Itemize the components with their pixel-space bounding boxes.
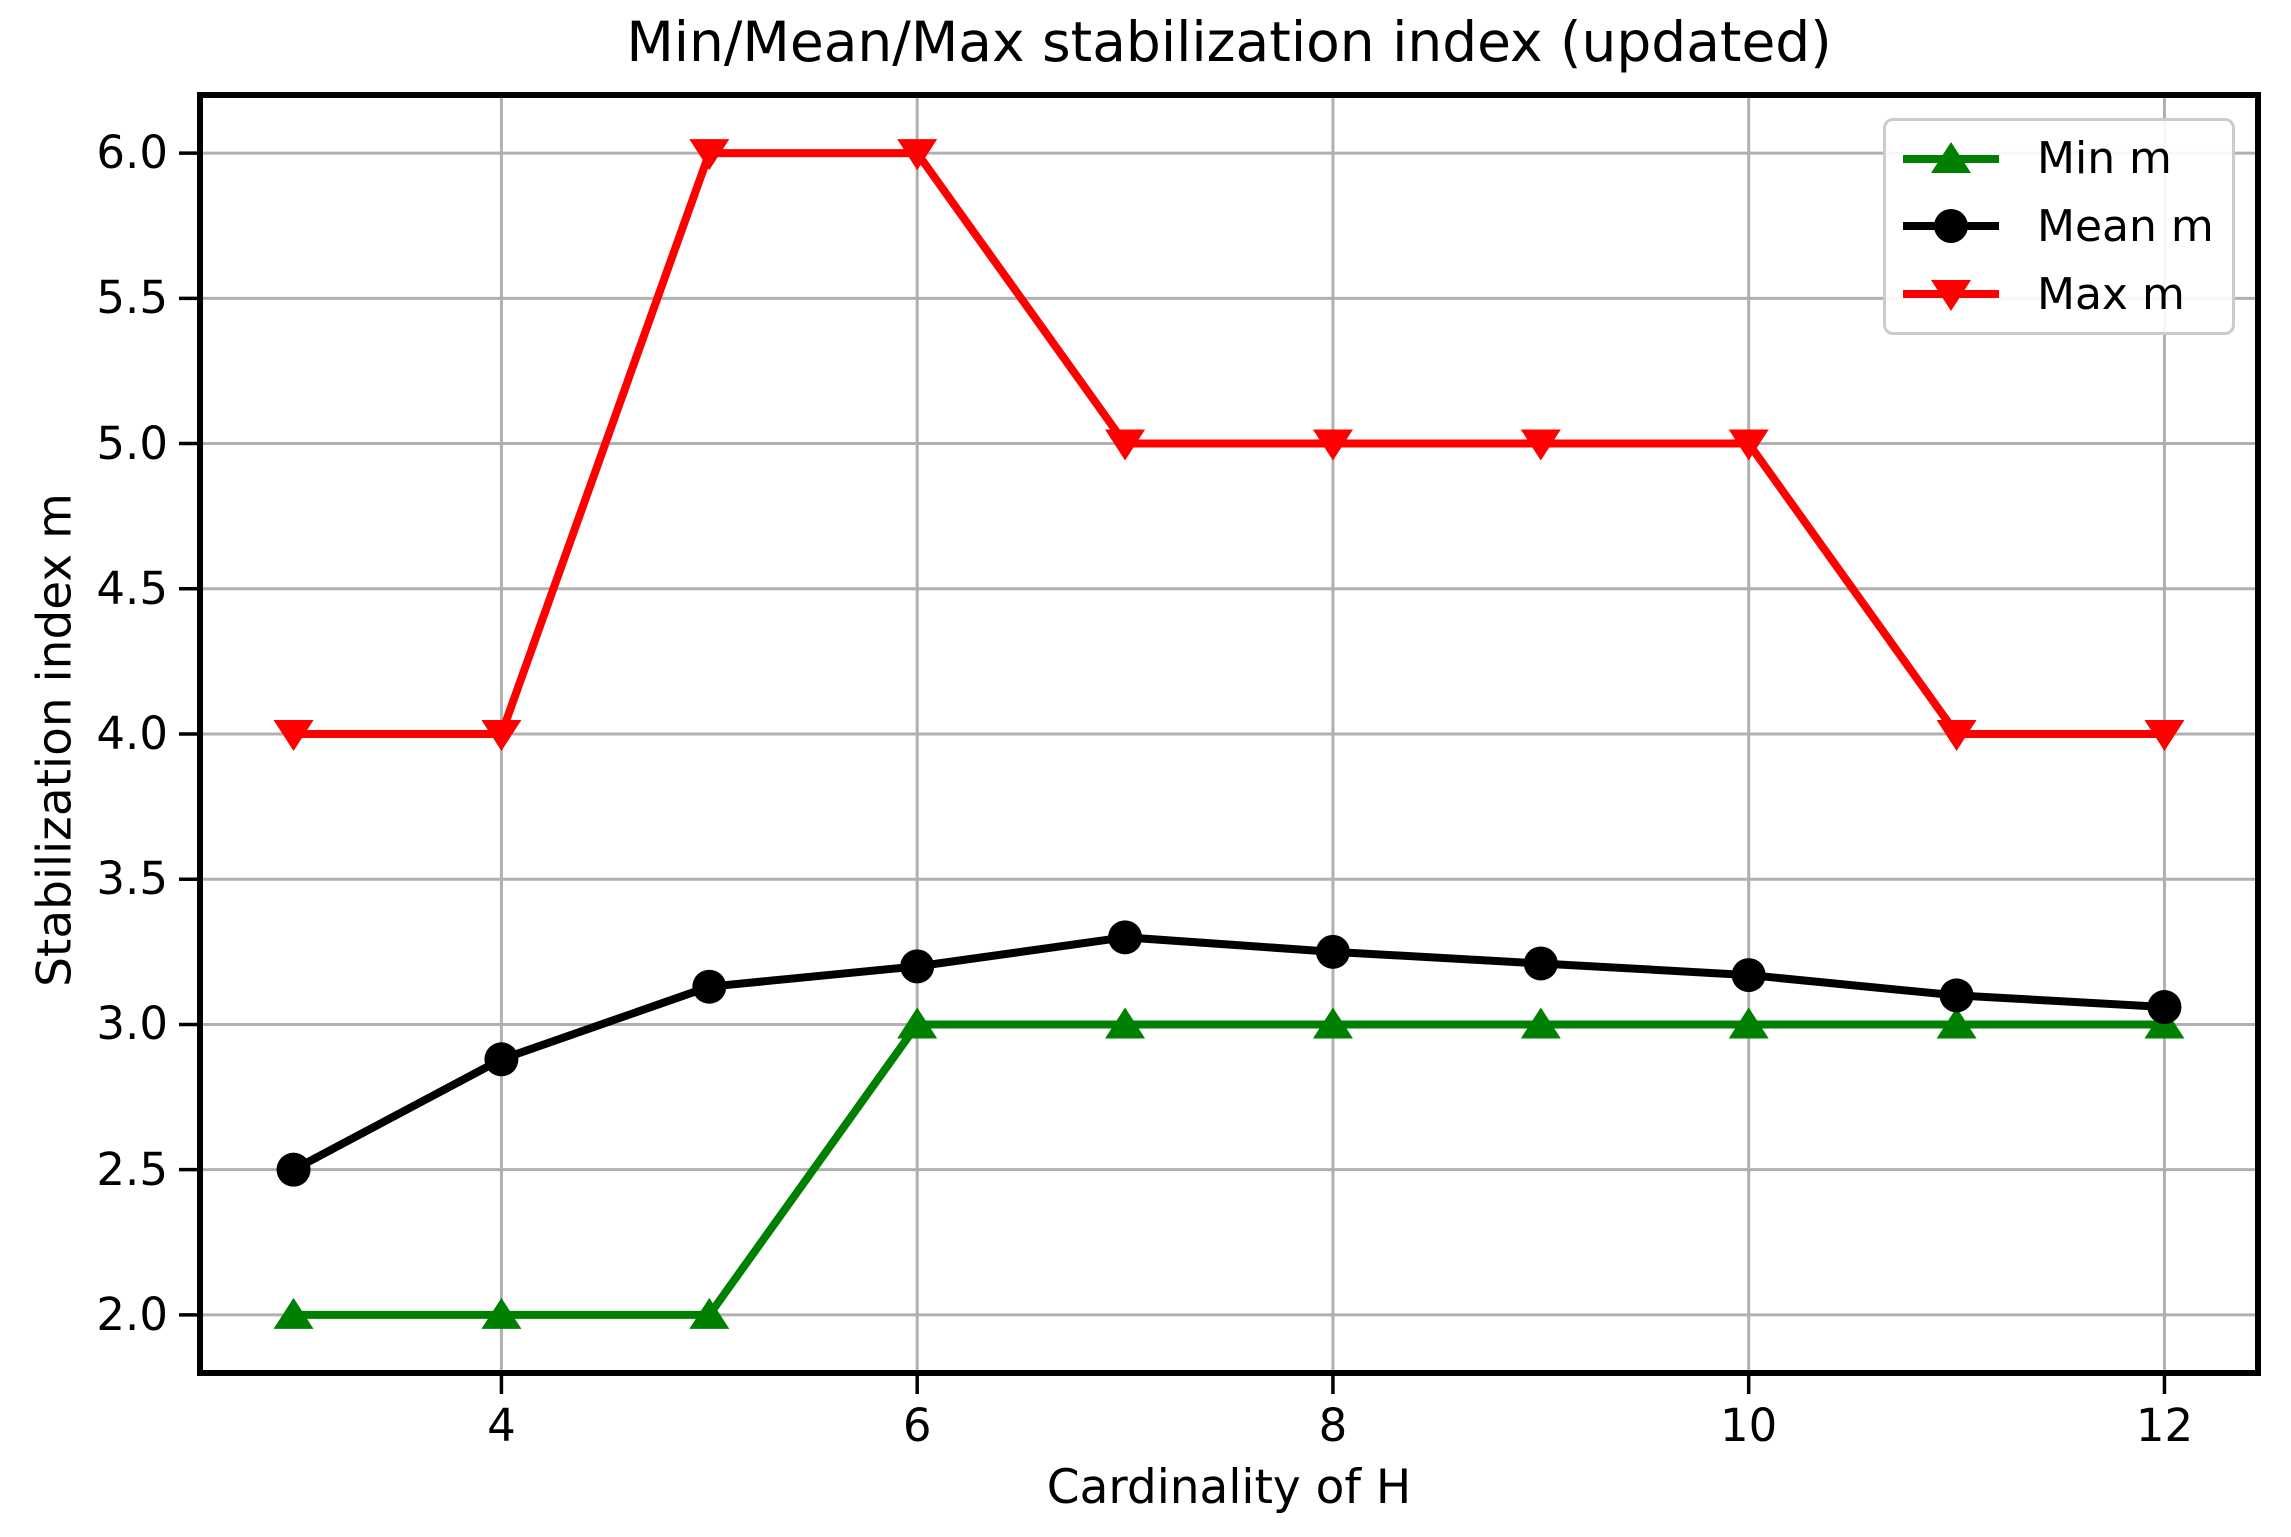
x-tick-label: 10 xyxy=(1720,1399,1778,1452)
y-tick-label: 3.5 xyxy=(96,852,168,906)
y-tick-label: 5.5 xyxy=(96,271,168,325)
y-tick-label: 2.5 xyxy=(96,1142,168,1196)
x-axis-label: Cardinality of H xyxy=(1046,1460,1412,1515)
y-tick-label: 5.0 xyxy=(96,416,168,470)
y-tick-label: 3.0 xyxy=(96,997,168,1051)
x-tick-label: 4 xyxy=(487,1399,516,1452)
x-tick-label: 8 xyxy=(1318,1399,1348,1452)
legend-label-min: Min m xyxy=(2037,133,2172,185)
y-tick-label: 4.5 xyxy=(96,561,168,615)
legend-label-max: Max m xyxy=(2037,268,2185,320)
x-tick-label: 12 xyxy=(2135,1399,2194,1452)
legend-label-mean: Mean m xyxy=(2037,200,2214,252)
y-tick-label: 6.0 xyxy=(96,126,168,180)
legend-item-max: Max m xyxy=(1901,266,2232,322)
legend-marker-max-icon xyxy=(1901,266,2001,322)
legend-marker-mean-icon xyxy=(1901,198,2001,254)
y-tick-label: 4.0 xyxy=(96,707,168,760)
legend-item-mean: Mean m xyxy=(1901,198,2232,254)
legend-item-min: Min m xyxy=(1901,131,2232,187)
chart-title: Min/Mean/Max stabilization index (update… xyxy=(626,10,1832,74)
y-tick-label: 2.0 xyxy=(96,1287,168,1341)
legend: Min m Mean m Max m xyxy=(1883,118,2235,335)
x-tick-label: 6 xyxy=(902,1399,932,1452)
legend-marker-min-icon xyxy=(1901,131,2001,187)
